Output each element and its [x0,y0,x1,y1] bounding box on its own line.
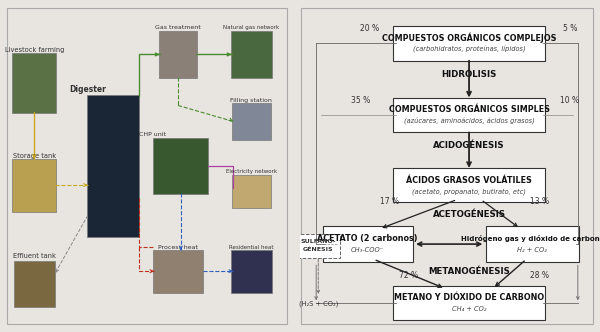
Text: 72 %: 72 % [399,271,418,280]
FancyBboxPatch shape [87,95,139,237]
Text: Natural gas network: Natural gas network [223,25,280,30]
Text: 20 %: 20 % [359,24,379,33]
FancyBboxPatch shape [393,98,545,132]
FancyBboxPatch shape [231,31,272,78]
Text: CH₃-COO⁻: CH₃-COO⁻ [351,247,384,253]
FancyBboxPatch shape [393,168,545,202]
Text: HIDRÓLISIS: HIDRÓLISIS [442,70,497,79]
FancyBboxPatch shape [153,138,208,194]
FancyBboxPatch shape [393,26,545,60]
Text: Livestock farming: Livestock farming [5,47,64,53]
Text: ÁCIDOS GRASOS VOLÁTILES: ÁCIDOS GRASOS VOLÁTILES [406,176,532,185]
Text: 13 %: 13 % [530,197,549,206]
Text: (H₂S + CO₂): (H₂S + CO₂) [299,300,338,307]
Text: ACIDOGÉNESIS: ACIDOGÉNESIS [433,141,505,150]
Text: Gas treatment: Gas treatment [155,25,201,30]
Text: Hidrógeno gas y dióxido de carbono: Hidrógeno gas y dióxido de carbono [461,235,600,242]
FancyBboxPatch shape [323,226,413,262]
FancyBboxPatch shape [12,53,56,113]
Text: CH₄ + CO₂: CH₄ + CO₂ [452,306,486,312]
Text: 17 %: 17 % [380,197,399,206]
FancyBboxPatch shape [159,31,197,78]
FancyBboxPatch shape [297,234,340,258]
Text: COMPUESTOS ORGÁNICOS COMPLEJOS: COMPUESTOS ORGÁNICOS COMPLEJOS [382,33,556,43]
Text: Process heat: Process heat [158,245,198,250]
Text: 10 %: 10 % [560,96,580,105]
Text: 35 %: 35 % [350,96,370,105]
Text: Electricity network: Electricity network [226,169,277,174]
Text: Filling station: Filling station [230,98,272,103]
Text: Storage tank: Storage tank [13,153,56,159]
FancyBboxPatch shape [486,226,579,262]
FancyBboxPatch shape [12,159,56,211]
Text: (azúcares, aminoácidos, ácidos grasos): (azúcares, aminoácidos, ácidos grasos) [404,118,535,125]
Text: COMPUESTOS ORGÁNICOS SIMPLES: COMPUESTOS ORGÁNICOS SIMPLES [389,105,550,115]
Text: 5 %: 5 % [563,24,577,33]
Text: Effluent tank: Effluent tank [13,253,56,259]
Text: H₂ + CO₂: H₂ + CO₂ [517,247,547,253]
FancyBboxPatch shape [232,103,271,140]
FancyBboxPatch shape [14,261,55,307]
FancyBboxPatch shape [153,250,203,293]
Text: Digester: Digester [70,85,106,94]
Text: (carbohidratos, proteínas, lípidos): (carbohidratos, proteínas, lípidos) [413,46,526,53]
Text: ACETATO (2 carbonos): ACETATO (2 carbonos) [317,234,418,243]
Text: (acetato, propanato, butirato, etc): (acetato, propanato, butirato, etc) [412,188,526,195]
FancyBboxPatch shape [231,250,272,293]
Text: ACETOGÉNESIS: ACETOGÉNESIS [433,210,506,219]
Text: GÉNESIS: GÉNESIS [303,247,334,252]
Text: CHP unit: CHP unit [139,132,166,137]
FancyBboxPatch shape [232,175,271,208]
Text: Residential heat: Residential heat [229,245,274,250]
Text: SULFANO-: SULFANO- [301,239,336,244]
Text: METANO Y DIÓXIDO DE CARBONO: METANO Y DIÓXIDO DE CARBONO [394,293,544,302]
Text: METANOGÉNESIS: METANOGÉNESIS [428,267,510,276]
FancyBboxPatch shape [393,286,545,320]
Text: 28 %: 28 % [530,271,549,280]
